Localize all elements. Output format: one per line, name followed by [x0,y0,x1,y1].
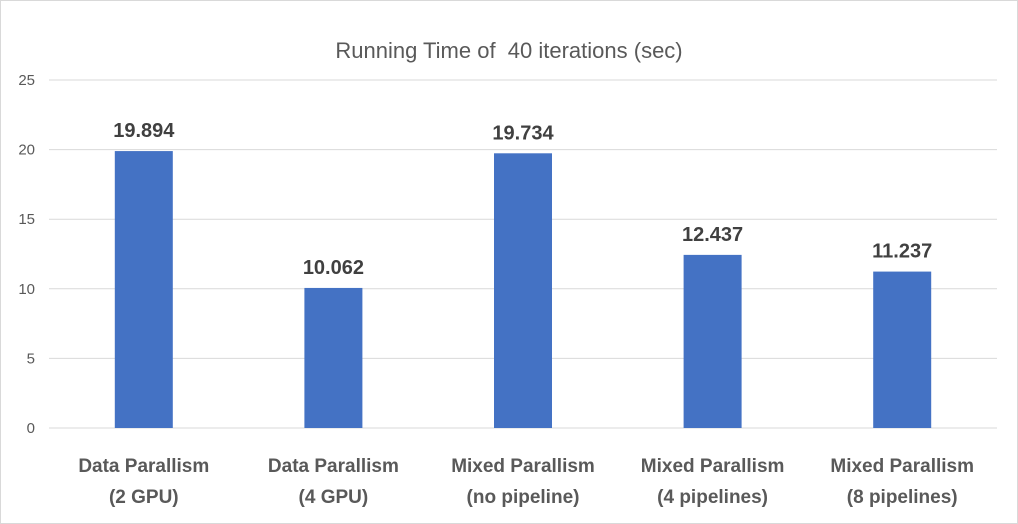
bar [683,254,742,428]
y-tick-label: 15 [18,211,35,228]
x-category-label: (4 GPU) [299,487,369,508]
y-tick-label: 20 [18,142,35,159]
data-label: 19.894 [113,120,175,142]
x-category-label: Mixed Parallism [830,456,974,477]
data-label: 11.237 [872,241,932,263]
data-labels: 19.894 10.062 19.734 12.437 11.237 [113,120,932,279]
chart-title: Running Time of 40 iterations (sec) [335,38,682,63]
y-axis-tick-labels: 0 5 10 15 20 25 [18,72,35,437]
bars [114,151,932,429]
x-category-label: Mixed Parallism [641,456,785,477]
x-axis-category-labels: Data Parallism (2 GPU) Data Parallism (4 GP… [78,456,974,508]
x-category-label: Data Parallism [268,456,399,477]
data-label: 10.062 [303,257,364,279]
bar [494,153,552,428]
bar [873,271,932,428]
y-tick-label: 0 [27,420,35,437]
x-category-label: Mixed Parallism [451,456,595,477]
data-label: 19.734 [492,122,554,144]
x-category-label: (4 pipelines) [657,487,768,508]
x-category-label: Data Parallism [78,456,209,477]
y-tick-label: 5 [27,350,35,367]
x-category-label: (no pipeline) [467,487,580,508]
y-tick-label: 25 [18,72,35,89]
bar [304,287,363,428]
bar [114,151,173,429]
data-label: 12.437 [682,224,743,246]
y-tick-label: 10 [18,281,35,298]
x-category-label: (8 pipelines) [847,487,958,508]
x-category-label: (2 GPU) [109,487,179,508]
